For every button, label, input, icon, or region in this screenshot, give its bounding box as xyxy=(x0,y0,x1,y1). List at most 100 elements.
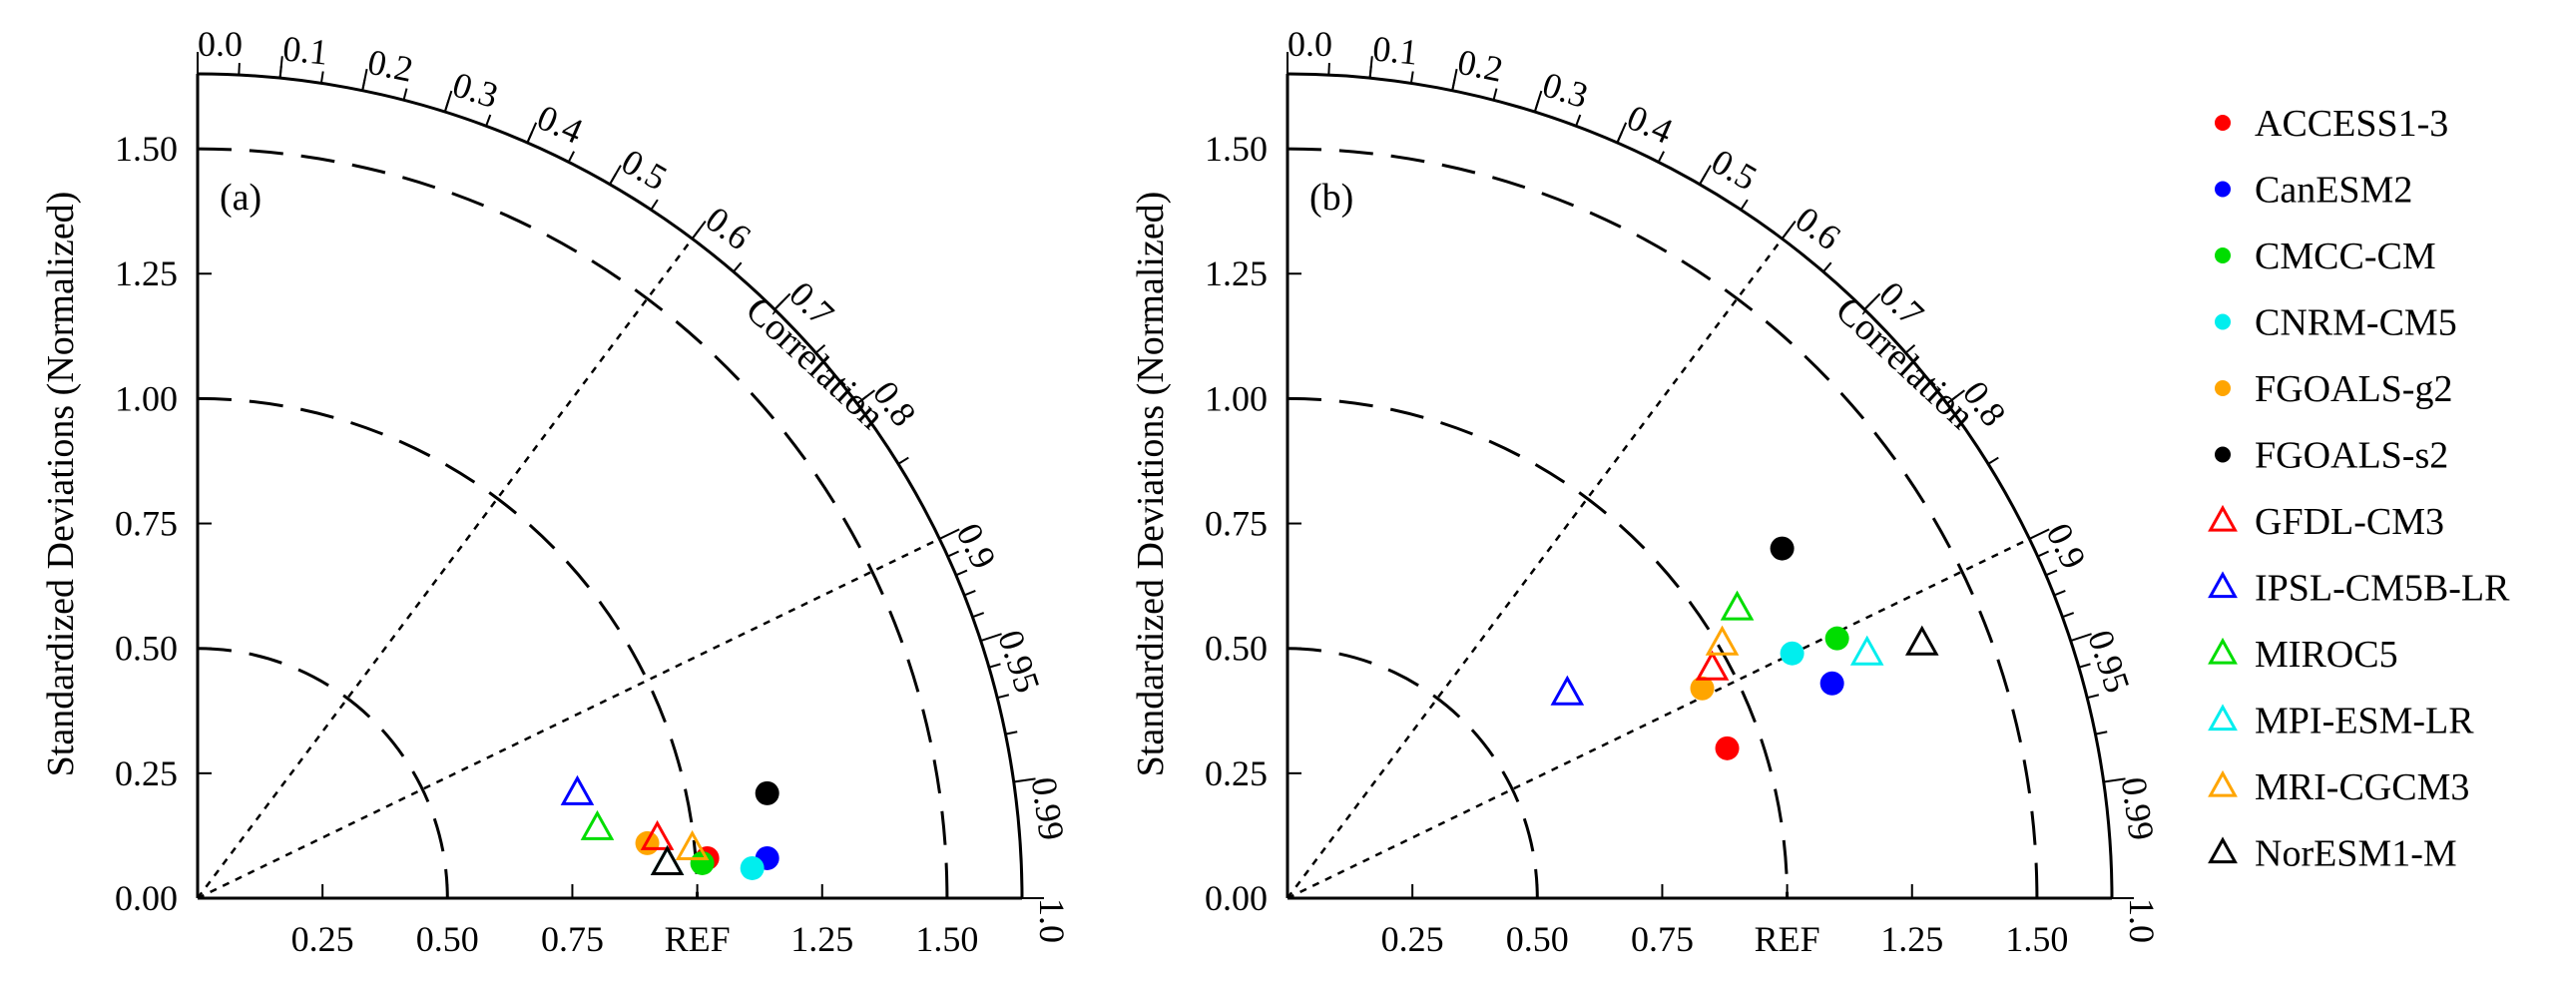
data-point-triangle xyxy=(560,774,595,805)
correlation-ray xyxy=(197,537,940,900)
corr-minor-tick xyxy=(996,694,1010,700)
corr-minor-tick xyxy=(650,199,659,211)
corr-tick-label: 0.0 xyxy=(198,24,243,64)
corr-minor-tick xyxy=(972,612,985,619)
x-tick-label: 0.25 xyxy=(291,919,354,959)
std-arc xyxy=(1287,647,1539,899)
legend-marker-circle xyxy=(2215,380,2231,396)
corr-minor-tick xyxy=(1822,261,1832,272)
corr-minor-tick xyxy=(1740,199,1749,211)
data-point-circle xyxy=(1715,736,1740,760)
corr-tick-label: 0.4 xyxy=(1621,97,1678,152)
std-arc xyxy=(197,647,449,899)
taylor-panel: 0.00 0.25 0.50 0.75 1.00 1.25 1.50 0.25 0.50 0.75… xyxy=(1130,24,2162,959)
data-point-triangle xyxy=(580,809,615,840)
corr-minor-tick xyxy=(2086,694,2100,700)
taylor-panel: 0.00 0.25 0.50 0.75 1.00 1.25 1.50 0.25 0.50 0.75… xyxy=(40,24,1072,959)
corr-tick-label: 0.9 xyxy=(2038,517,2094,575)
corr-tick-label: 0.1 xyxy=(1371,28,1420,72)
data-point-circle xyxy=(1819,671,1844,696)
corr-major-tick xyxy=(1946,389,1966,405)
corr-major-tick xyxy=(1781,221,1797,240)
y-tick-label: 0.25 xyxy=(1205,753,1268,793)
data-point-triangle xyxy=(1849,635,1884,666)
corr-tick-label: 0.1 xyxy=(281,28,330,72)
corr-tick-label: 0.4 xyxy=(531,97,588,152)
corr-tick-label: 0.0 xyxy=(1288,24,1332,64)
corr-tick-label: 1.0 xyxy=(1032,898,1072,943)
y-tick-label: 0.25 xyxy=(115,753,178,793)
legend-label: MRI-CGCM3 xyxy=(2255,766,2469,808)
corr-tick-label: 0.3 xyxy=(1538,64,1593,116)
legend-label: CanESM2 xyxy=(2255,170,2412,212)
corr-minor-tick xyxy=(947,550,959,558)
y-tick-label: 0.75 xyxy=(115,504,178,544)
data-point-circle xyxy=(690,850,715,875)
legend-marker-triangle xyxy=(2208,571,2238,599)
corr-minor-tick xyxy=(2053,590,2066,597)
legend-marker-circle xyxy=(2215,247,2231,263)
ref-label: REF xyxy=(665,919,731,959)
y-tick-label: 1.25 xyxy=(115,253,178,293)
legend-label: IPSL-CM5B-LR xyxy=(2255,568,2510,610)
corr-tick-label: 0.95 xyxy=(2080,625,2138,697)
corr-tick-label: 0.99 xyxy=(2114,774,2162,842)
corr-tick-label: 0.2 xyxy=(364,42,416,90)
legend-marker-triangle xyxy=(2208,704,2238,732)
x-tick-label: 0.50 xyxy=(416,919,479,959)
corr-major-tick xyxy=(938,528,960,540)
corr-major-tick xyxy=(1368,56,1373,79)
std-arc xyxy=(197,396,700,899)
corr-major-tick xyxy=(278,56,283,79)
corr-minor-tick xyxy=(238,62,241,76)
data-point-triangle xyxy=(1705,625,1740,656)
corr-minor-tick xyxy=(2037,550,2049,558)
corr-major-tick xyxy=(2070,633,2092,643)
legend-label: MIROC5 xyxy=(2255,634,2398,676)
x-tick-label: 1.25 xyxy=(790,919,853,959)
corr-minor-tick xyxy=(567,151,575,163)
corr-tick-label: 0.5 xyxy=(615,141,674,198)
x-tick-label: 0.25 xyxy=(1381,919,1444,959)
corr-major-tick xyxy=(856,389,876,405)
y-tick-label: 1.50 xyxy=(115,129,178,169)
legend-label: GFDL-CM3 xyxy=(2255,501,2444,543)
correlation-ray xyxy=(1286,238,1784,899)
corr-minor-tick xyxy=(1657,151,1665,163)
data-point-triangle xyxy=(650,844,685,875)
corr-major-tick xyxy=(1013,777,1036,783)
y-tick-label: 0.75 xyxy=(1205,504,1268,544)
legend-marker-circle xyxy=(2215,115,2231,131)
std-arc xyxy=(197,147,949,899)
corr-minor-tick xyxy=(1987,456,1999,465)
corr-major-tick xyxy=(609,165,622,186)
legend-label: FGOALS-s2 xyxy=(2255,435,2448,477)
y-tick-label: 0.50 xyxy=(1205,629,1268,669)
legend: ACCESS1-3 CanESM2 CMCC-CM CNRM-CM5 FGOALS-g2… xyxy=(2208,103,2510,875)
correlation-ray xyxy=(196,238,694,899)
data-point-triangle xyxy=(650,844,685,875)
legend-marker-circle xyxy=(2215,446,2231,463)
corr-minor-tick xyxy=(814,343,826,354)
corr-tick-label: 0.95 xyxy=(990,625,1048,697)
x-tick-label: 0.75 xyxy=(1631,919,1694,959)
outer-arc xyxy=(1287,72,2114,899)
data-point-triangle xyxy=(675,829,710,860)
legend-label: CNRM-CM5 xyxy=(2255,302,2457,344)
legend-label: NorESM1-M xyxy=(2255,833,2457,875)
legend-label: CMCC-CM xyxy=(2255,236,2436,277)
corr-minor-tick xyxy=(2062,612,2075,619)
x-tick-label: 1.25 xyxy=(1880,919,1943,959)
y-tick-label: 0.00 xyxy=(1205,878,1268,918)
corr-minor-tick xyxy=(485,114,492,127)
corr-minor-tick xyxy=(319,71,324,84)
x-tick-label: 0.50 xyxy=(1506,919,1569,959)
data-point-circle xyxy=(1824,626,1849,651)
legend-marker-circle xyxy=(2215,313,2231,330)
corr-tick-label: 0.99 xyxy=(1024,774,1072,842)
std-arc xyxy=(1287,396,1790,899)
legend-marker-triangle xyxy=(2208,504,2238,532)
corr-major-tick xyxy=(980,633,1002,643)
